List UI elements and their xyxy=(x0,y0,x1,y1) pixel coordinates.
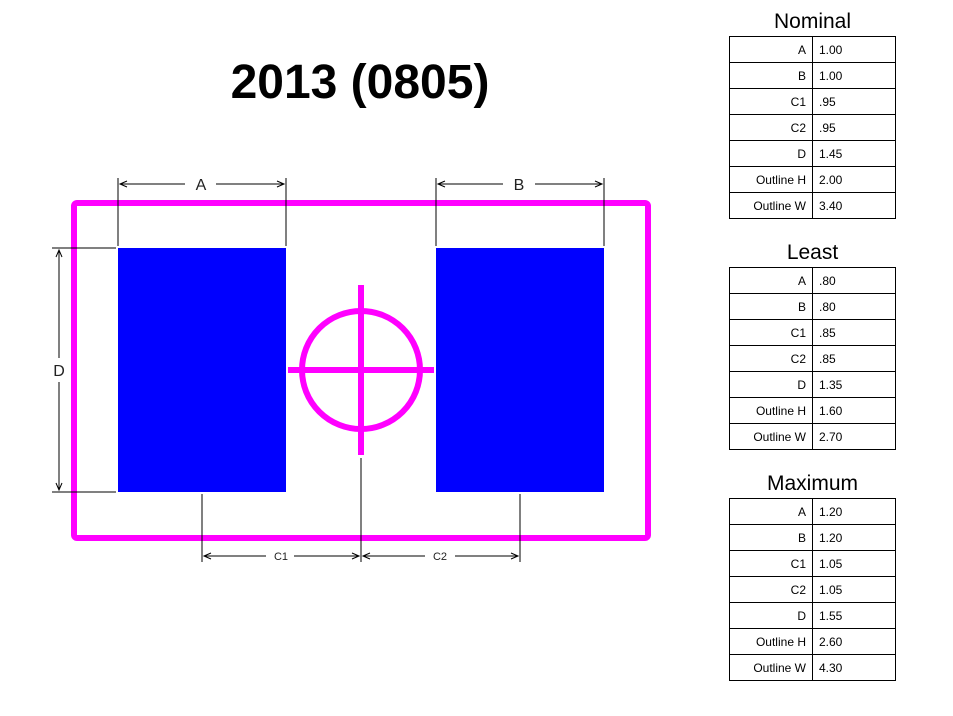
least-table: A .80 B .80 C1.85 C2.85 D 1.35 Outline H 1.6… xyxy=(729,267,896,450)
table-heading-nominal: Nominal xyxy=(773,10,852,33)
row-label: D xyxy=(729,371,813,398)
table-heading-maximum: Maximum xyxy=(766,472,858,495)
row-value: 4.30 xyxy=(812,654,896,681)
row-label: B xyxy=(729,62,813,89)
row-value: .85 xyxy=(812,319,896,346)
table-row: C1 1.05 xyxy=(729,550,896,577)
row-value: .95 xyxy=(812,88,896,115)
table-row: A .80 xyxy=(729,267,896,294)
row-value: 1.60 xyxy=(812,397,896,424)
row-value: 1.05 xyxy=(812,576,896,603)
table-row: D 1.55 xyxy=(729,602,896,629)
dimension-label-c1: C1 xyxy=(274,551,288,563)
row-value: 1.00 xyxy=(812,62,896,89)
row-label: D xyxy=(729,602,813,629)
table-row: Outline H 2.60 xyxy=(729,628,896,655)
table-row: C2.95 xyxy=(729,114,896,141)
row-label: C1 xyxy=(729,88,813,115)
table-row: Outline W 2.70 xyxy=(729,423,896,450)
table-heading-least: Least xyxy=(786,241,839,264)
row-value: 2.60 xyxy=(812,628,896,655)
row-label: C1 xyxy=(729,550,813,577)
row-label: D xyxy=(729,140,813,167)
row-label: A xyxy=(729,267,813,294)
maximum-table-block: Maximum A 1.20 B 1.20 C1 1.05 C2 1.05 D 1.55 … xyxy=(729,470,896,681)
dimension-label-c2: C2 xyxy=(433,551,447,563)
table-row: C2.85 xyxy=(729,345,896,372)
row-value: 3.40 xyxy=(812,192,896,219)
row-value: .80 xyxy=(812,293,896,320)
row-value: 2.00 xyxy=(812,166,896,193)
table-row: Outline W 4.30 xyxy=(729,654,896,681)
row-value: 1.45 xyxy=(812,140,896,167)
page-title: 2013 (0805) xyxy=(230,56,490,109)
table-row: B 1.00 xyxy=(729,62,896,89)
least-table-block: Least A .80 B .80 C1.85 C2.85 D 1.35 Outlin… xyxy=(729,239,896,450)
table-row: C1.95 xyxy=(729,88,896,115)
table-row: D 1.35 xyxy=(729,371,896,398)
dimension-label-b: B xyxy=(514,177,525,194)
row-label: Outline H xyxy=(729,397,813,424)
table-row: C2 1.05 xyxy=(729,576,896,603)
center-crosshair xyxy=(288,285,434,455)
row-label: C2 xyxy=(729,345,813,372)
pad-left xyxy=(118,248,286,492)
row-label: Outline W xyxy=(729,654,813,681)
dimension-label-d: D xyxy=(53,363,65,380)
table-row: D 1.45 xyxy=(729,140,896,167)
row-value: 1.05 xyxy=(812,550,896,577)
dimension-b xyxy=(435,178,605,246)
row-label: Outline H xyxy=(729,628,813,655)
row-value: 1.20 xyxy=(812,498,896,525)
row-label: B xyxy=(729,293,813,320)
row-value: 1.20 xyxy=(812,524,896,551)
dimension-label-a: A xyxy=(196,177,207,194)
row-value: .95 xyxy=(812,114,896,141)
row-value: 1.55 xyxy=(812,602,896,629)
dimension-d xyxy=(52,247,116,493)
nominal-table-block: Nominal A 1.00 B 1.00 C1.95 C2.95 D 1.45 Ou… xyxy=(729,8,896,219)
row-label: C2 xyxy=(729,114,813,141)
row-value: .80 xyxy=(812,267,896,294)
row-value: 1.35 xyxy=(812,371,896,398)
table-row: Outline H 2.00 xyxy=(729,166,896,193)
table-row: C1.85 xyxy=(729,319,896,346)
dimension-c1-c2 xyxy=(201,458,521,562)
table-row: A 1.00 xyxy=(729,36,896,63)
table-row: B 1.20 xyxy=(729,524,896,551)
table-row: Outline H 1.60 xyxy=(729,397,896,424)
row-label: Outline W xyxy=(729,423,813,450)
table-row: Outline W 3.40 xyxy=(729,192,896,219)
maximum-table: A 1.20 B 1.20 C1 1.05 C2 1.05 D 1.55 Outline … xyxy=(729,498,896,681)
row-value: .85 xyxy=(812,345,896,372)
row-label: C2 xyxy=(729,576,813,603)
footprint-diagram: A B D C1 C2 xyxy=(52,177,651,563)
table-row: A 1.20 xyxy=(729,498,896,525)
row-value: 2.70 xyxy=(812,423,896,450)
table-row: B .80 xyxy=(729,293,896,320)
row-label: A xyxy=(729,498,813,525)
row-value: 1.00 xyxy=(812,36,896,63)
dimension-a xyxy=(117,178,287,246)
row-label: A xyxy=(729,36,813,63)
row-label: C1 xyxy=(729,319,813,346)
pad-right xyxy=(436,248,604,492)
row-label: Outline H xyxy=(729,166,813,193)
row-label: Outline W xyxy=(729,192,813,219)
row-label: B xyxy=(729,524,813,551)
